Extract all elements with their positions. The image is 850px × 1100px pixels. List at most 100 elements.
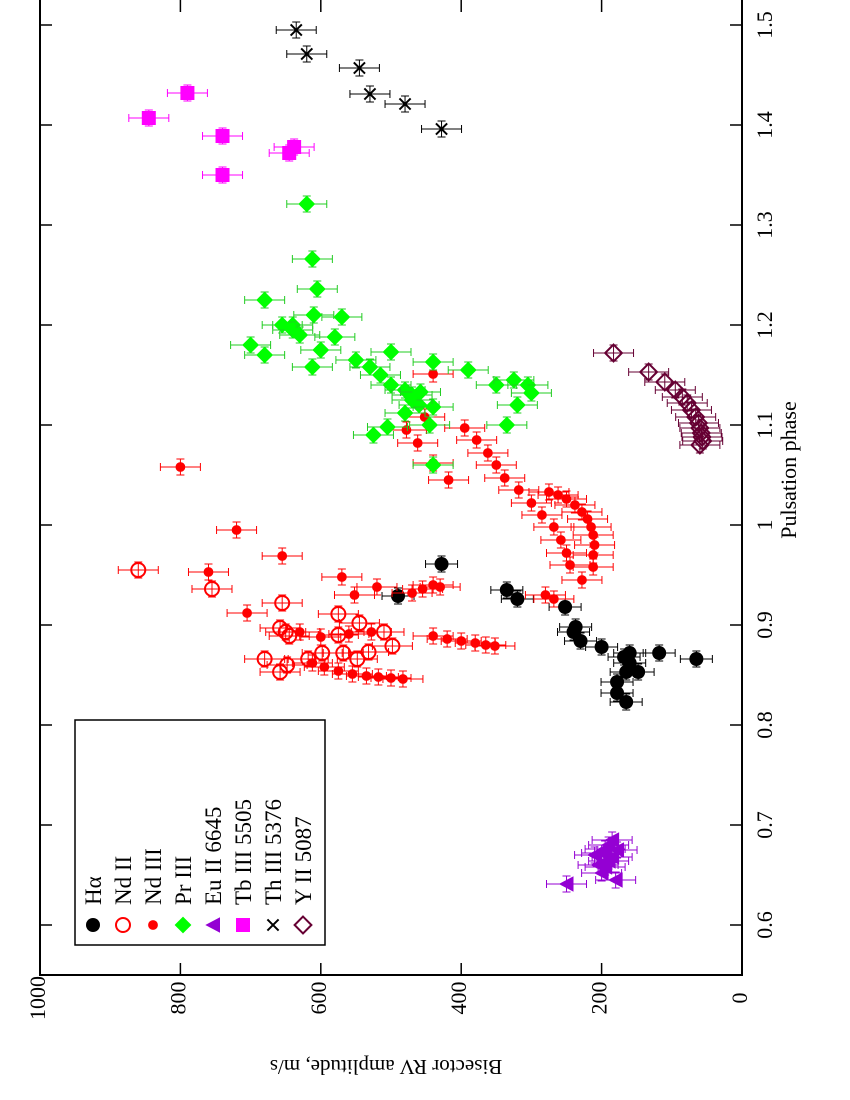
data-point xyxy=(505,371,523,389)
data-point xyxy=(487,376,505,394)
y-tick-label: 200 xyxy=(587,982,612,1015)
data-point xyxy=(407,588,417,598)
data-point xyxy=(256,291,274,309)
data-point xyxy=(570,500,580,510)
data-point xyxy=(353,61,366,75)
data-point xyxy=(604,832,620,848)
data-point xyxy=(372,366,389,384)
data-point xyxy=(256,346,274,364)
data-point xyxy=(610,675,625,689)
data-point xyxy=(582,514,593,524)
data-point xyxy=(308,280,326,298)
data-point xyxy=(577,507,587,517)
data-point xyxy=(384,638,401,654)
data-point xyxy=(631,665,646,679)
data-point xyxy=(558,876,574,892)
data-point xyxy=(428,369,439,379)
data-point xyxy=(274,595,291,611)
data-point xyxy=(685,407,706,427)
y-tick-label: 0 xyxy=(727,993,752,1004)
data-point xyxy=(622,646,637,660)
data-point xyxy=(498,416,516,434)
legend-label: Hα xyxy=(81,876,106,905)
data-point xyxy=(361,358,379,376)
y-tick-label: 1000 xyxy=(25,976,50,1020)
data-point xyxy=(417,584,428,594)
data-points xyxy=(117,21,724,893)
legend-label: Y II 5087 xyxy=(291,816,316,905)
x-tick-label: 1 xyxy=(752,520,777,531)
data-point xyxy=(326,328,344,346)
data-point xyxy=(412,438,423,448)
legend-marker xyxy=(115,917,131,933)
legend-label: Eu II 6645 xyxy=(201,807,226,905)
data-point xyxy=(180,86,195,100)
error-bar xyxy=(661,388,703,406)
data-point xyxy=(589,540,600,550)
data-point xyxy=(366,627,377,637)
data-point xyxy=(588,562,599,572)
error-bar xyxy=(117,561,159,579)
data-point xyxy=(289,23,303,37)
series-7 xyxy=(275,21,463,138)
axes: 0.6 0.7 0.8 0.9 1 1.1 1.2 1.3 1.4 1.5 0 200 400 600 80… xyxy=(25,0,777,1020)
x-tick-label: 1.2 xyxy=(752,311,777,339)
data-point xyxy=(303,358,321,376)
data-point xyxy=(386,673,396,683)
legend-marker xyxy=(293,915,313,935)
legend-label: Nd III xyxy=(141,848,166,905)
data-point xyxy=(681,400,702,420)
data-point xyxy=(382,376,400,394)
data-point xyxy=(607,872,623,888)
legend-label: Nd II xyxy=(111,856,136,905)
data-point xyxy=(537,510,547,520)
data-point xyxy=(471,435,482,445)
data-point xyxy=(424,456,442,474)
data-point xyxy=(586,847,602,863)
data-point xyxy=(568,620,583,634)
data-point xyxy=(489,641,500,651)
series-4 xyxy=(230,195,552,474)
data-point xyxy=(396,404,414,422)
data-point xyxy=(305,306,323,324)
data-point xyxy=(499,583,514,597)
data-point xyxy=(424,353,442,371)
data-point xyxy=(540,590,551,600)
x-axis-label: Pulsation phase xyxy=(776,401,801,539)
data-point xyxy=(412,383,429,401)
error-bar xyxy=(244,650,286,668)
y-axis-label: Bisector RV amplitude, m/s xyxy=(270,1055,502,1079)
data-point xyxy=(361,671,372,681)
data-point xyxy=(526,498,537,508)
error-bar xyxy=(628,363,670,381)
legend-marker xyxy=(266,918,280,932)
error-bar xyxy=(644,373,686,391)
plot-frame xyxy=(39,0,743,976)
error-bar xyxy=(679,419,721,437)
data-point xyxy=(577,575,587,585)
data-point xyxy=(363,87,377,101)
data-point xyxy=(428,580,439,590)
data-point xyxy=(215,129,230,143)
data-point xyxy=(349,651,366,667)
data-point xyxy=(319,662,330,672)
data-point xyxy=(294,627,305,637)
data-point xyxy=(677,393,698,413)
error-bar xyxy=(682,432,724,450)
error-bar xyxy=(666,394,708,412)
data-point xyxy=(510,592,525,606)
x-tick-label: 0.9 xyxy=(752,611,777,639)
data-point xyxy=(561,494,572,504)
x-tick-label: 0.8 xyxy=(752,711,777,739)
data-point xyxy=(273,316,291,334)
data-point xyxy=(277,551,288,561)
legend: Hα Nd II Nd III Pr III Eu II 6645 Tb III 5505… xyxy=(74,719,326,946)
data-point xyxy=(435,122,448,136)
data-point xyxy=(401,425,412,435)
data-point xyxy=(508,396,526,414)
error-bar xyxy=(336,650,378,668)
data-point xyxy=(382,343,400,361)
data-point xyxy=(333,308,351,326)
data-point xyxy=(558,600,573,614)
